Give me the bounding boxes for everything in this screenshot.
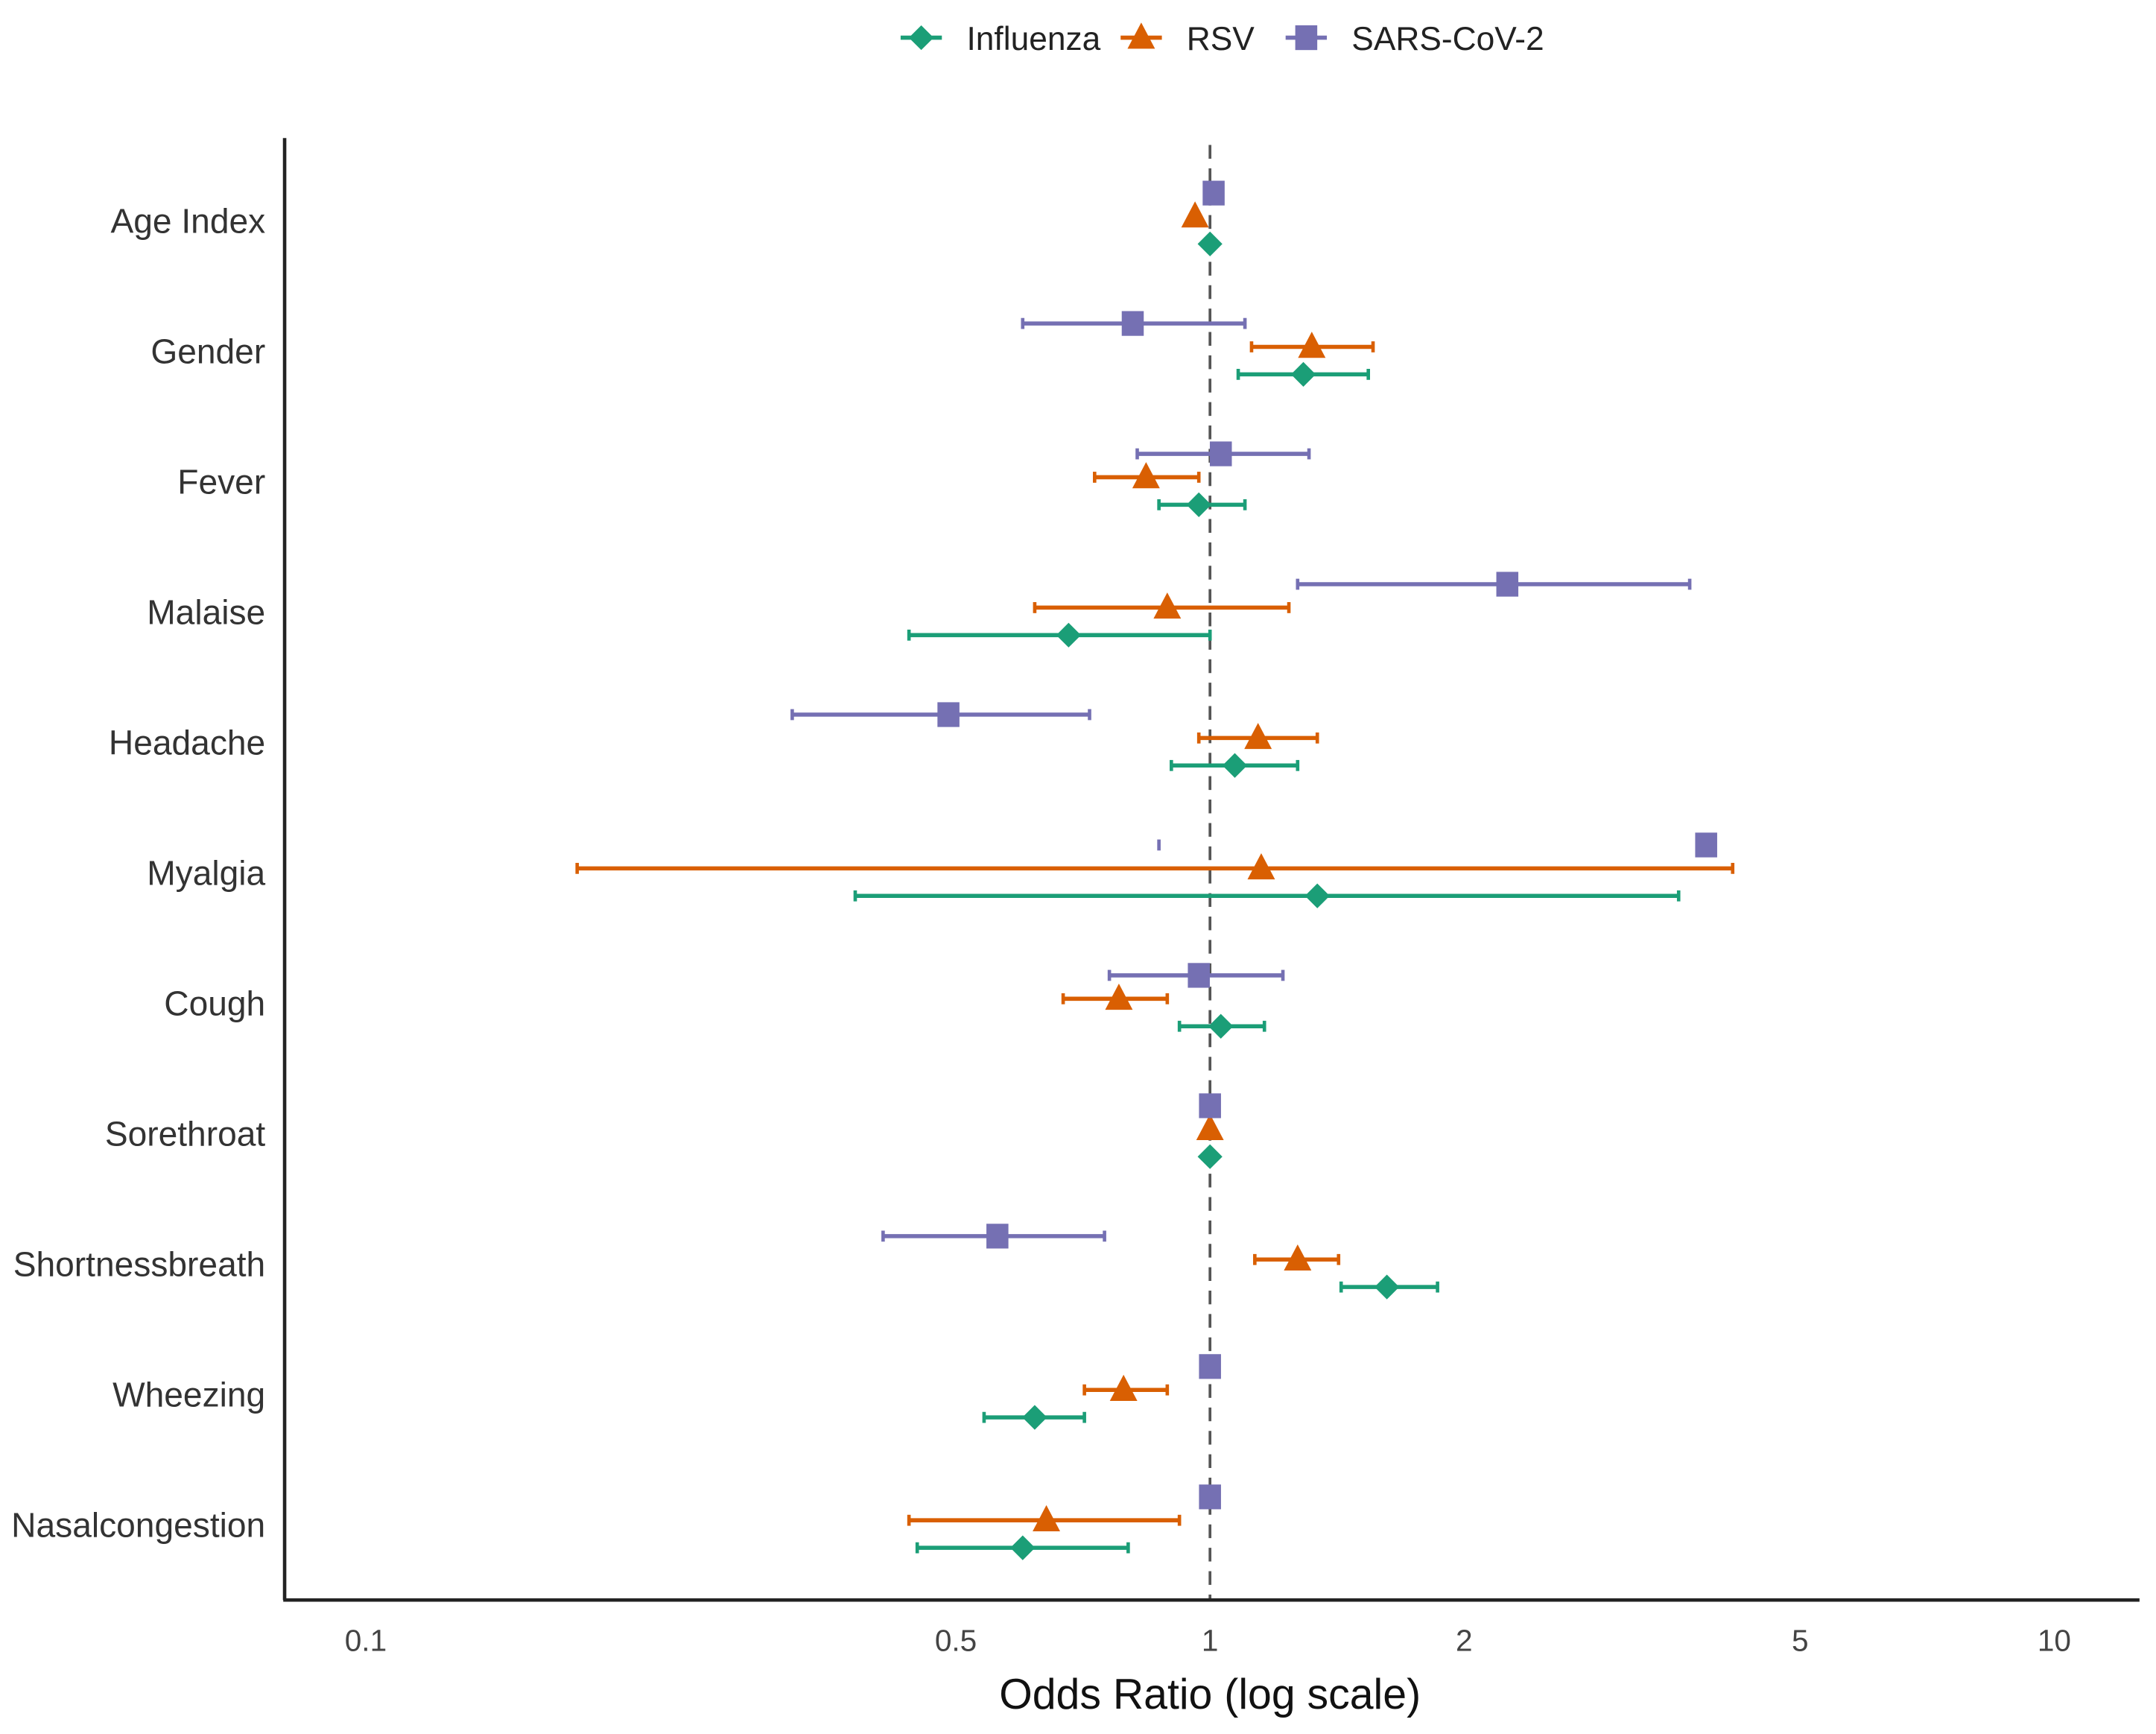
legend-item: RSV xyxy=(1120,21,1255,57)
point-rsv xyxy=(1196,1113,1224,1141)
legend-label: Influenza xyxy=(967,21,1101,57)
point-rsv xyxy=(1181,201,1209,228)
point-influenza xyxy=(1197,1144,1223,1169)
point-influenza xyxy=(1208,1013,1234,1039)
y-tick-label: Nasalcongestion xyxy=(11,1505,265,1544)
point-sars-cov-2 xyxy=(1199,1484,1221,1510)
x-tick-label: 10 xyxy=(2038,1624,2071,1658)
point-rsv xyxy=(1105,984,1133,1010)
point-rsv xyxy=(1153,592,1182,619)
point-influenza xyxy=(1010,1535,1036,1560)
y-tick-label: Headache xyxy=(109,724,265,762)
x-tick-label: 0.5 xyxy=(935,1624,977,1658)
point-sars-cov-2 xyxy=(1202,180,1225,206)
point-influenza xyxy=(1022,1405,1047,1430)
point-influenza xyxy=(1222,753,1248,778)
x-tick-label: 1 xyxy=(1202,1624,1219,1658)
point-rsv xyxy=(1132,462,1160,489)
legend-label: RSV xyxy=(1187,21,1255,57)
point-sars-cov-2 xyxy=(1121,311,1144,336)
point-influenza xyxy=(1056,622,1081,648)
point-sars-cov-2 xyxy=(937,702,960,727)
point-influenza xyxy=(1375,1274,1400,1300)
point-sars-cov-2 xyxy=(1199,1093,1221,1118)
y-tick-label: Sorethroat xyxy=(105,1114,266,1153)
y-tick-label: Fever xyxy=(177,463,265,501)
x-axis-labels: 0.1 0.5 1 2 5 10 xyxy=(345,1624,2071,1658)
legend-square-icon xyxy=(1295,25,1318,51)
legend: Influenza RSV SARS-CoV-2 xyxy=(900,21,1544,57)
point-influenza xyxy=(1197,231,1223,257)
point-sars-cov-2 xyxy=(1209,441,1232,466)
y-axis-labels: Age Index Gender Fever Malaise Headache Myalg… xyxy=(11,202,265,1545)
x-tick-label: 2 xyxy=(1456,1624,1473,1658)
y-tick-label: Malaise xyxy=(147,593,265,632)
y-tick-label: Age Index xyxy=(110,202,265,241)
point-rsv xyxy=(1247,853,1275,880)
y-tick-label: Gender xyxy=(150,332,265,371)
point-sars-cov-2 xyxy=(1496,572,1519,597)
y-tick-label: Wheezing xyxy=(112,1375,265,1414)
data-marks xyxy=(575,180,1735,1560)
y-tick-label: Myalgia xyxy=(147,853,265,892)
point-sars-cov-2 xyxy=(986,1224,1009,1249)
point-sars-cov-2 xyxy=(1199,1354,1221,1379)
point-influenza xyxy=(1186,492,1211,517)
x-tick-label: 0.1 xyxy=(345,1624,387,1658)
y-tick-label: Cough xyxy=(164,984,265,1022)
legend-triangle-icon xyxy=(1127,22,1155,49)
legend-label: SARS-CoV-2 xyxy=(1351,21,1544,57)
point-influenza xyxy=(1304,883,1330,908)
point-rsv xyxy=(1244,723,1272,750)
point-rsv xyxy=(1284,1244,1312,1271)
x-axis-title: Odds Ratio (log scale) xyxy=(999,1671,1421,1718)
legend-item: SARS-CoV-2 xyxy=(1285,21,1544,57)
point-sars-cov-2 xyxy=(1695,832,1717,858)
point-rsv xyxy=(1109,1374,1138,1401)
legend-diamond-icon xyxy=(908,25,934,51)
point-rsv xyxy=(1298,332,1326,358)
y-tick-label: Shortnessbreath xyxy=(13,1244,265,1283)
point-influenza xyxy=(1290,361,1316,387)
point-sars-cov-2 xyxy=(1188,963,1210,988)
legend-item: Influenza xyxy=(900,21,1101,57)
point-rsv xyxy=(1033,1504,1060,1531)
x-tick-label: 5 xyxy=(1792,1624,1809,1658)
